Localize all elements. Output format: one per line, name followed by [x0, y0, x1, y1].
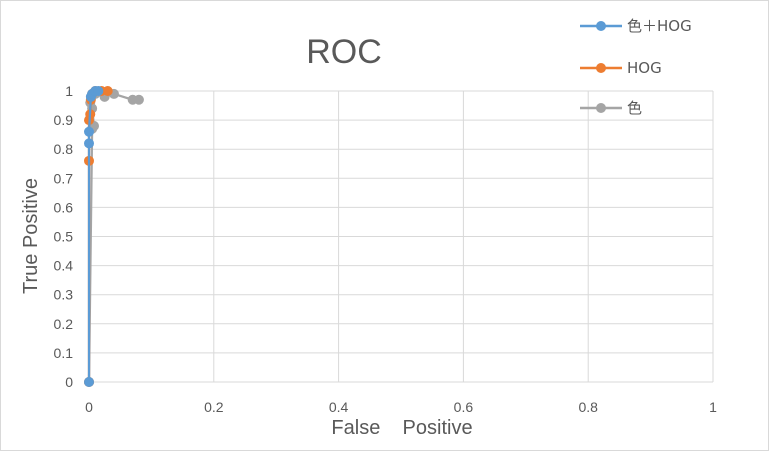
y-tick-label: 0.1 [54, 345, 74, 361]
y-tick-label: 0.2 [54, 316, 74, 332]
legend-marker [596, 103, 606, 113]
y-tick-label: 0.5 [54, 229, 74, 245]
legend-label: HOG [627, 59, 662, 77]
y-tick-label: 0.7 [54, 170, 74, 186]
x-tick-label: 0.4 [329, 399, 349, 415]
x-tick-labels: 0 0.2 0.4 0.6 0.8 1 [85, 399, 717, 415]
x-axis-title: False Positive [331, 417, 472, 439]
data-point [84, 377, 94, 387]
data-point [84, 138, 94, 149]
y-tick-label: 0.4 [54, 258, 74, 274]
series-layer [84, 86, 144, 387]
legend-entry: HOG [580, 59, 662, 77]
legend-label: 色＋HOG [627, 17, 692, 35]
x-tick-label: 1 [709, 399, 717, 415]
x-tick-label: 0.2 [204, 399, 224, 415]
series-line [87, 92, 139, 383]
y-tick-label: 0.3 [54, 287, 74, 303]
legend-label: 色 [627, 99, 642, 117]
data-point [93, 86, 104, 96]
y-tick-label: 0.8 [54, 141, 74, 157]
data-point [84, 126, 94, 137]
legend-marker [596, 21, 606, 31]
y-tick-labels: 0 0.1 0.2 0.3 0.4 0.5 0.6 0.7 0.8 0.9 1 [54, 83, 74, 390]
legend-entry: 色 [580, 99, 642, 117]
legend: 色＋HOG HOG 色 [580, 17, 692, 117]
y-tick-label: 0 [65, 374, 73, 390]
x-tick-label: 0.6 [454, 399, 474, 415]
data-point [102, 86, 113, 96]
x-tick-label: 0 [85, 399, 93, 415]
y-tick-label: 0.6 [54, 199, 74, 215]
gridlines [88, 90, 714, 383]
y-tick-label: 0.9 [54, 112, 74, 128]
chart-title: ROC [306, 33, 382, 71]
x-tick-label: 0.8 [578, 399, 598, 415]
legend-entry: 色＋HOG [580, 17, 692, 35]
y-axis-title: True Positive [20, 178, 42, 294]
legend-marker [596, 63, 606, 73]
data-point [133, 94, 144, 105]
y-tick-label: 1 [65, 83, 73, 99]
series-0 [84, 86, 104, 387]
